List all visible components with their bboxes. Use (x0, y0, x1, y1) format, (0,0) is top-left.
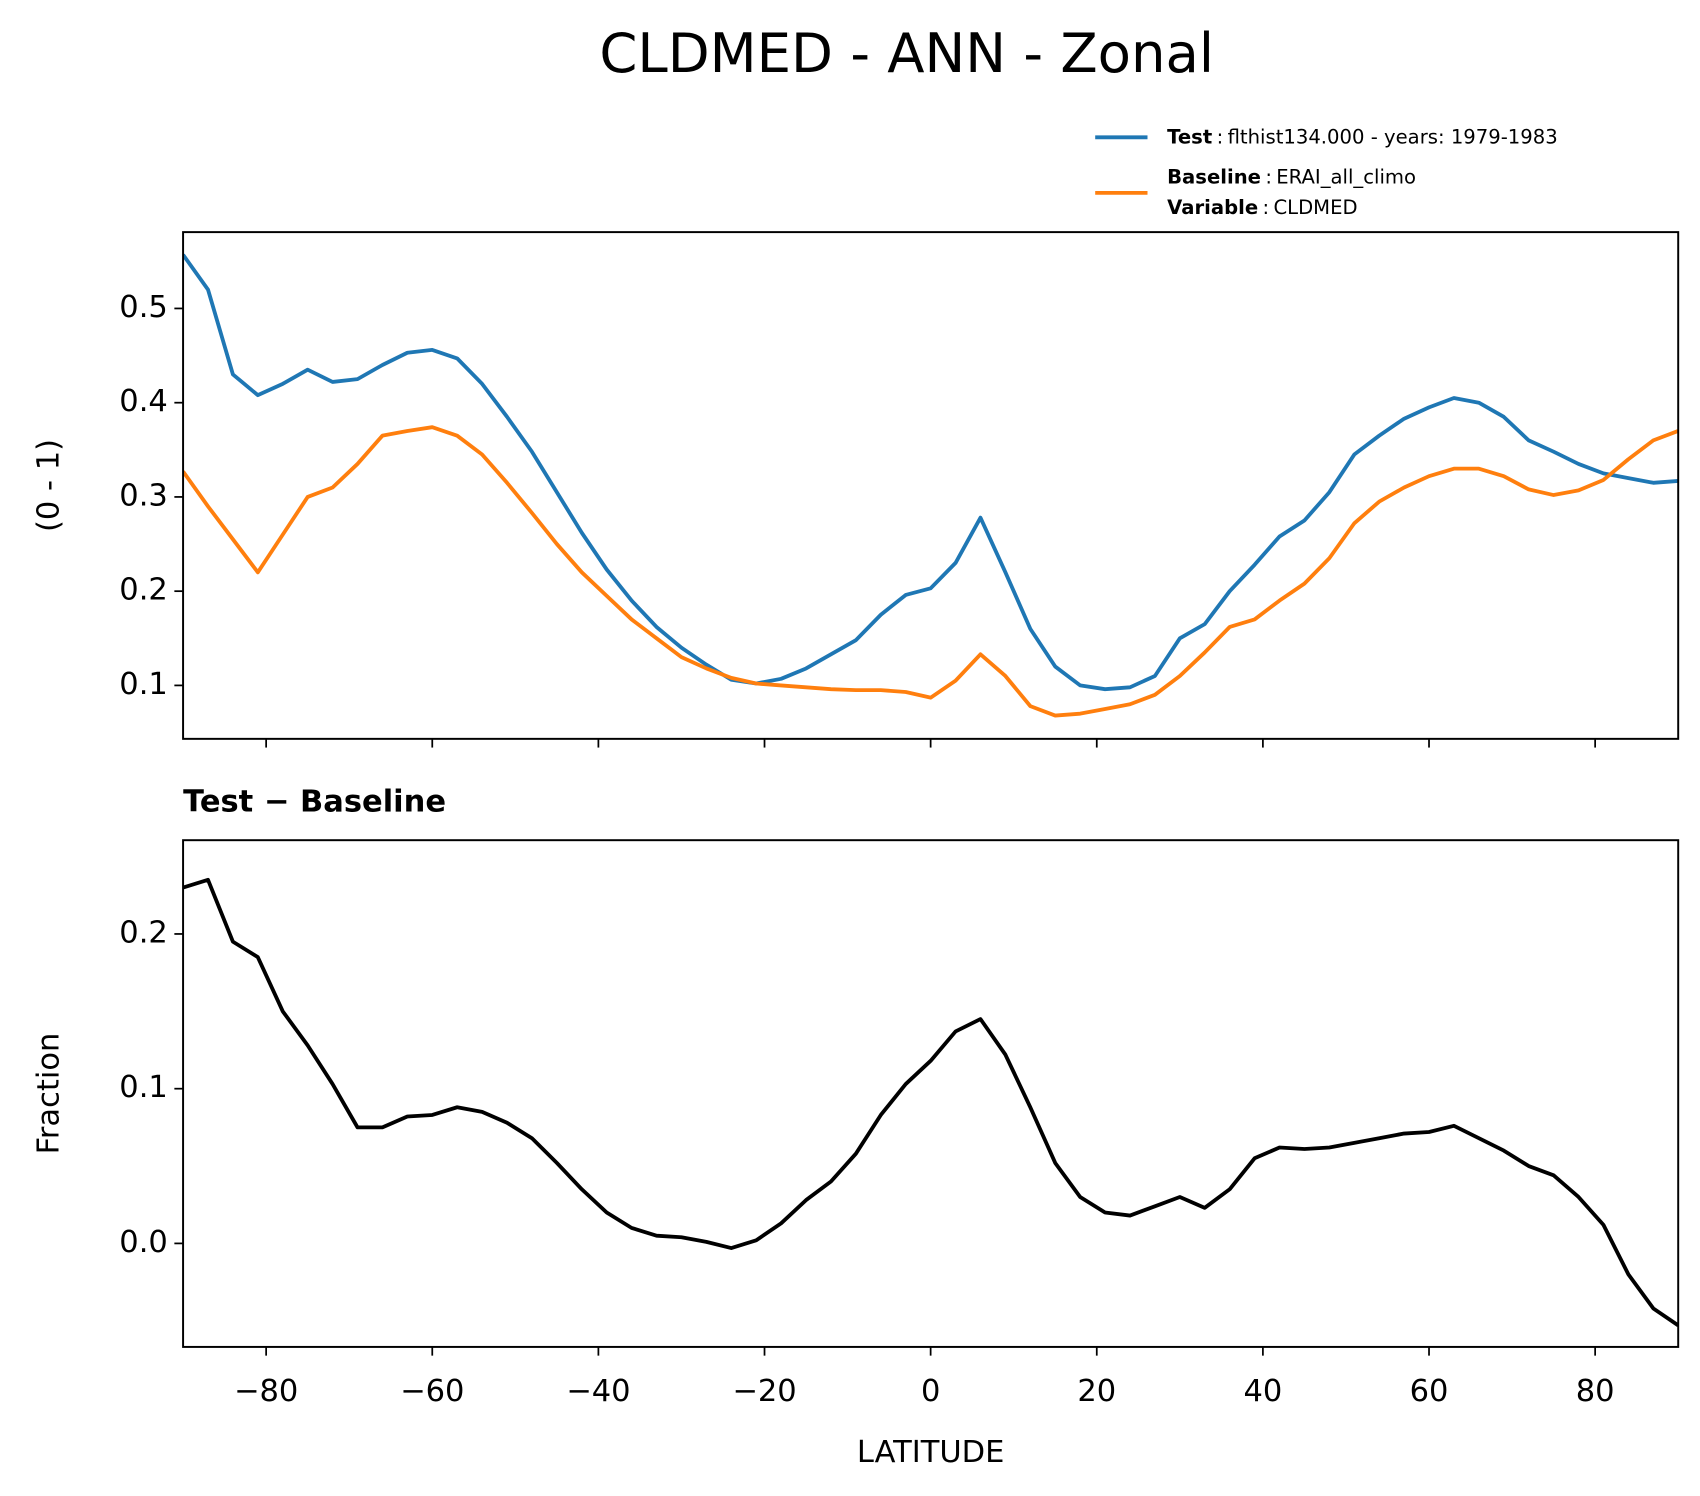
y-tick-label: 0.2 (119, 915, 168, 950)
x-tick-label: −20 (732, 1374, 796, 1409)
legend-separator: : (1265, 165, 1272, 188)
data-line (183, 877, 1679, 1327)
y-tick-label: 0.2 (119, 573, 168, 608)
plot-frame (182, 839, 1680, 1348)
y-axis-label: Fraction (32, 1033, 67, 1155)
x-tick-label: 20 (1077, 1374, 1116, 1409)
legend-separator: : (1217, 125, 1224, 148)
legend-value: CLDMED (1273, 196, 1357, 219)
legend-key: Test (1167, 125, 1212, 148)
legend-key: Baseline (1167, 165, 1261, 188)
data-line (183, 253, 1679, 692)
x-axis-label: LATITUDE (857, 1435, 1005, 1470)
legend-label: Variable: CLDMED (1167, 196, 1357, 219)
legend-separator: : (1263, 196, 1270, 219)
x-tick-label: 40 (1243, 1374, 1282, 1409)
y-axis-label: (0 - 1) (32, 439, 67, 532)
y-tick-label: 0.3 (119, 478, 168, 513)
legend-key: Variable (1167, 196, 1258, 219)
y-tick-label: 0.1 (119, 1070, 168, 1105)
figure-title: CLDMED - ANN - Zonal (599, 21, 1214, 85)
plot-frame (182, 231, 1680, 740)
x-tick-label: −80 (234, 1374, 298, 1409)
legend-value: ERAI_all_climo (1276, 165, 1416, 188)
y-tick-label: 0.4 (119, 384, 168, 419)
y-tick-label: 0.1 (119, 667, 168, 702)
data-line (183, 425, 1679, 718)
y-tick-label: 0.5 (119, 290, 168, 325)
legend-label: Test: flthist134.000 - years: 1979-1983 (1167, 125, 1558, 148)
x-tick-label: −40 (566, 1374, 630, 1409)
x-tick-label: 60 (1410, 1374, 1449, 1409)
panel-title: Test − Baseline (183, 785, 446, 820)
x-tick-label: 80 (1576, 1374, 1615, 1409)
legend-value: flthist134.000 - years: 1979-1983 (1228, 125, 1558, 148)
x-tick-label: 0 (921, 1374, 940, 1409)
x-tick-label: −60 (400, 1374, 464, 1409)
legend-label: Baseline: ERAI_all_climo (1167, 165, 1416, 188)
y-tick-label: 0.0 (119, 1225, 168, 1260)
